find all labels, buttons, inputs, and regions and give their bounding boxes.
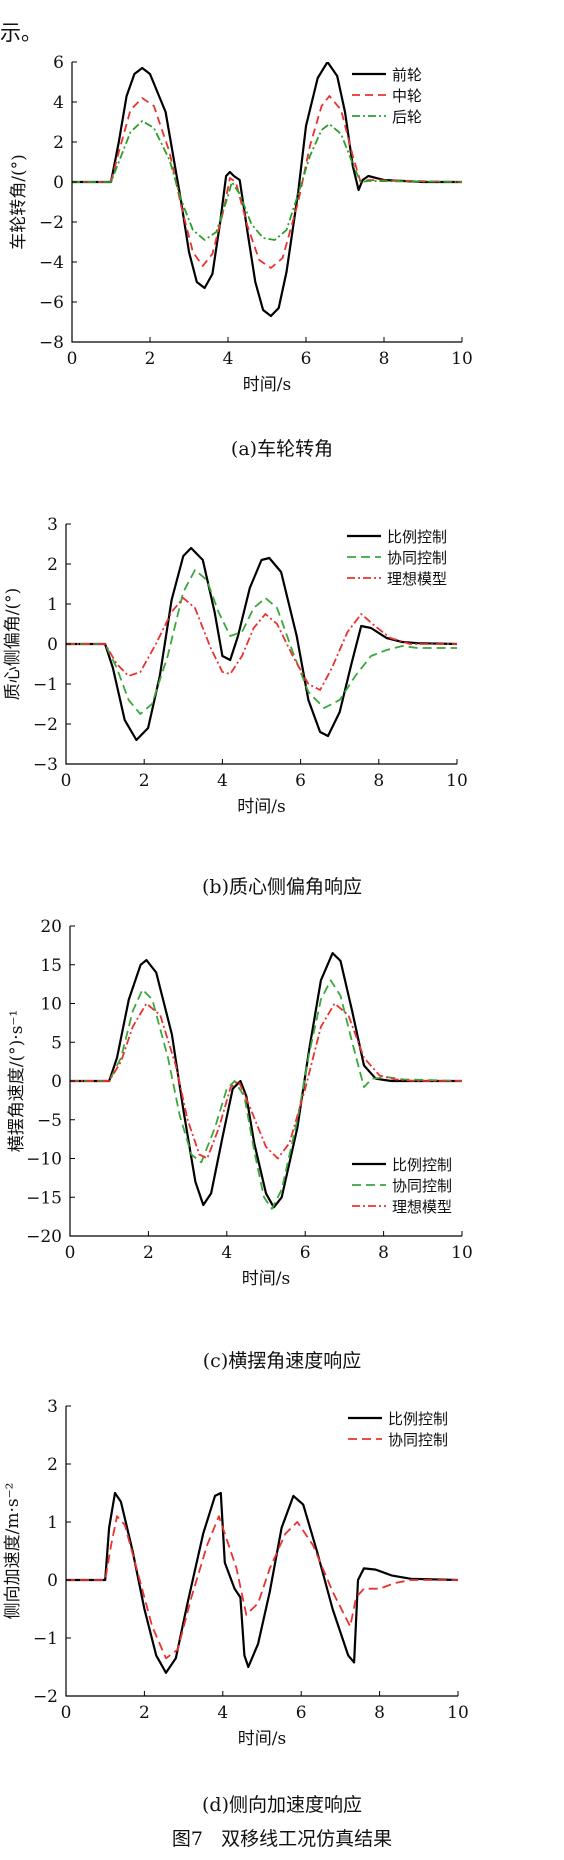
x-tick-label: 2 — [139, 1703, 150, 1723]
x-tick-label: 10 — [451, 1243, 473, 1263]
y-tick-label: 4 — [53, 93, 64, 113]
series-line-1 — [70, 979, 462, 1210]
caption-lateral-accel: (d)侧向加速度响应 — [202, 1794, 362, 1816]
top-text-fragment: 示。 — [0, 21, 42, 45]
x-tick-label: 4 — [223, 349, 234, 369]
y-tick-label: −2 — [39, 213, 64, 233]
x-tick-label: 6 — [300, 1243, 311, 1263]
series-line-0 — [66, 1491, 458, 1674]
x-axis-label: 时间/s — [242, 1269, 290, 1289]
x-tick-label: 4 — [221, 1243, 232, 1263]
x-tick-label: 6 — [296, 1703, 307, 1723]
x-tick-label: 4 — [217, 1703, 228, 1723]
y-tick-label: −20 — [26, 1227, 62, 1247]
series-line-2 — [70, 1002, 462, 1160]
y-tick-label: −1 — [33, 1629, 58, 1649]
legend-label-0: 比例控制 — [388, 1410, 448, 1428]
x-tick-label: 0 — [61, 1703, 72, 1723]
series-line-0 — [70, 952, 462, 1209]
y-tick-label: 2 — [53, 133, 64, 153]
y-tick-label: 20 — [40, 917, 62, 937]
x-tick-label: 2 — [139, 771, 150, 791]
y-tick-label: −6 — [39, 293, 64, 313]
chart-sideslip-angle: −3 −2 −1 0 1 2 3 0 2 4 6 8 10 时间/s 质心侧偏角/(°) 比例控制协同控制理想… — [3, 515, 468, 817]
legend-label-1: 中轮 — [392, 87, 422, 105]
y-axis-label: 车轮转角/(°) — [9, 154, 29, 250]
legend-label-2: 理想模型 — [387, 570, 447, 588]
y-tick-label: −5 — [37, 1111, 62, 1131]
y-tick-label: 0 — [47, 635, 58, 655]
legend-label-0: 比例控制 — [387, 528, 447, 546]
x-axis-label: 时间/s — [237, 797, 285, 817]
figure-title: 双移线工况仿真结果 — [221, 1828, 393, 1850]
y-tick-label: −3 — [33, 755, 58, 775]
x-tick-label: 10 — [446, 771, 468, 791]
series-line-0 — [66, 546, 457, 742]
x-tick-label: 8 — [374, 1703, 385, 1723]
legend-label-1: 协同控制 — [392, 1177, 452, 1195]
y-tick-label: 6 — [53, 53, 64, 73]
x-tick-label: 0 — [65, 1243, 76, 1263]
x-tick-label: 4 — [217, 771, 228, 791]
x-tick-label: 6 — [301, 349, 312, 369]
caption-yaw-rate: (c)横摆角速度响应 — [202, 1350, 362, 1372]
caption-sideslip-angle: (b)质心侧偏角响应 — [202, 876, 362, 898]
x-tick-label: 0 — [67, 349, 78, 369]
series-line-0 — [72, 62, 462, 318]
x-tick-label: 10 — [447, 1703, 469, 1723]
chart-yaw-rate: −20 −15 −10 −5 0 5 10 15 20 0 2 4 6 8 10 时间/s 横摆角速度/(°)·… — [7, 917, 473, 1289]
x-tick-label: 6 — [295, 771, 306, 791]
x-tick-label: 0 — [61, 771, 72, 791]
legend-label-0: 前轮 — [392, 66, 422, 84]
series-line-1 — [72, 95, 462, 269]
y-axis-label: 侧向加速度/m·s⁻² — [3, 1483, 23, 1620]
y-tick-label: −15 — [26, 1188, 62, 1208]
series-line-1 — [66, 569, 457, 715]
y-tick-label: 5 — [51, 1033, 62, 1053]
legend-label-0: 比例控制 — [392, 1156, 452, 1174]
y-tick-label: 3 — [47, 1397, 58, 1417]
y-tick-label: −4 — [39, 253, 64, 273]
figure-number: 图7 — [171, 1828, 204, 1850]
caption-wheel-angle: (a)车轮转角 — [230, 438, 334, 460]
y-tick-label: −10 — [26, 1150, 62, 1170]
y-tick-label: 0 — [53, 173, 64, 193]
legend-label-1: 协同控制 — [387, 549, 447, 567]
y-tick-label: 3 — [47, 515, 58, 535]
y-axis-label: 横摆角速度/(°)·s⁻¹ — [7, 1010, 27, 1152]
y-tick-label: 1 — [47, 1513, 58, 1533]
legend-label-1: 协同控制 — [388, 1431, 448, 1449]
figure-caption: 图7 双移线工况仿真结果 — [0, 1824, 564, 1851]
y-tick-label: −8 — [39, 333, 64, 353]
y-tick-label: −1 — [33, 675, 58, 695]
series-line-2 — [72, 120, 462, 241]
axes-frame — [65, 1406, 458, 1697]
y-tick-label: 0 — [47, 1571, 58, 1591]
x-tick-label: 8 — [379, 349, 390, 369]
y-tick-label: 10 — [40, 995, 62, 1015]
legend-label-2: 理想模型 — [392, 1198, 452, 1216]
y-tick-label: −2 — [33, 1687, 58, 1707]
y-tick-label: 15 — [40, 956, 62, 976]
x-tick-label: 2 — [145, 349, 156, 369]
y-tick-label: 2 — [47, 1455, 58, 1475]
series-line-2 — [66, 597, 457, 691]
x-tick-label: 2 — [143, 1243, 154, 1263]
x-tick-label: 10 — [451, 349, 473, 369]
y-tick-label: 1 — [47, 595, 58, 615]
y-tick-label: 2 — [47, 555, 58, 575]
y-axis-label: 质心侧偏角/(°) — [3, 588, 23, 701]
x-tick-label: 8 — [378, 1243, 389, 1263]
x-axis-label: 时间/s — [243, 375, 291, 395]
y-tick-label: −2 — [33, 715, 58, 735]
y-tick-label: 0 — [51, 1072, 62, 1092]
x-axis-label: 时间/s — [238, 1729, 286, 1749]
x-tick-label: 8 — [373, 771, 384, 791]
series-line-1 — [66, 1515, 458, 1660]
legend-label-2: 后轮 — [392, 108, 422, 126]
